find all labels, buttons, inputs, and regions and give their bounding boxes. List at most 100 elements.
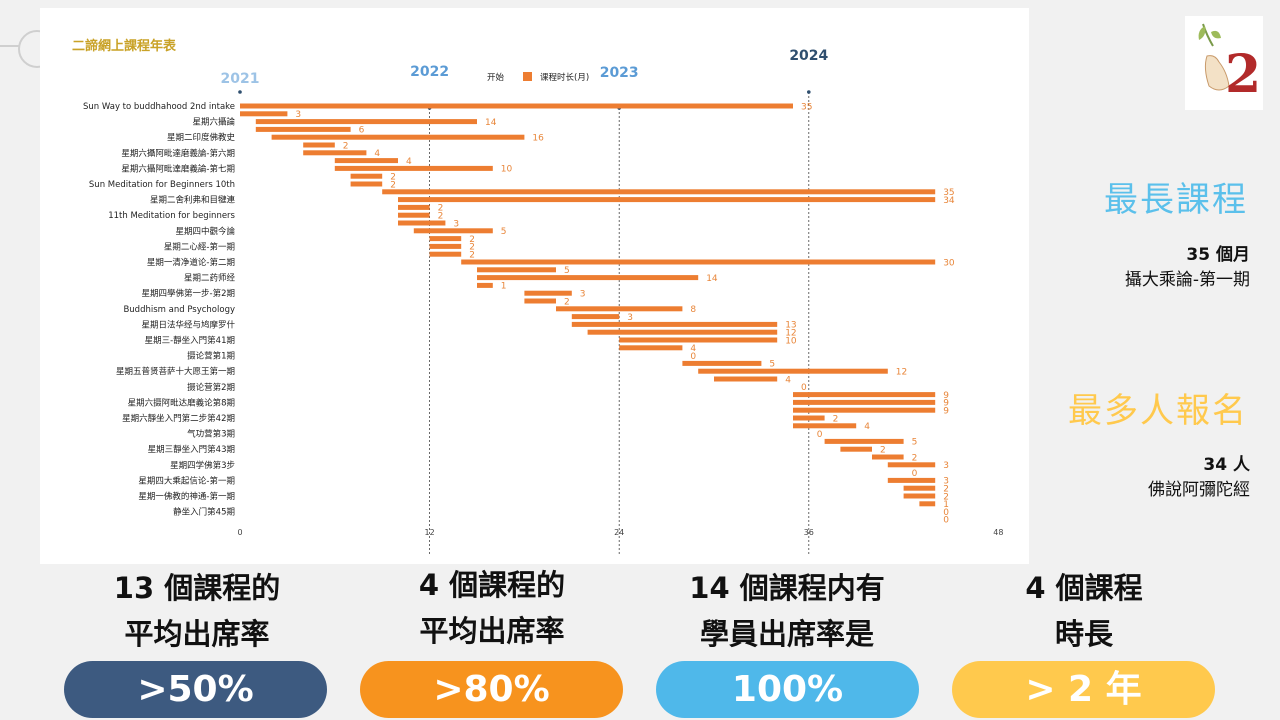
course-duration-label: 3 [580,290,586,300]
course-duration-label: 35 [801,102,812,112]
course-name-label: 气功营第3期 [187,429,235,440]
course-name-label: 星期六靜坐入門第二步第42期 [122,413,235,424]
course-name-label: 星期三靜坐入門第43期 [148,444,235,455]
stat-badge-2: >80% [360,661,623,718]
most-enrolled-value: 34 人 [1203,455,1250,475]
course-duration-label: 12 [785,329,796,339]
legend-start-label: 开始 [487,72,505,83]
course-bar [571,321,778,327]
course-duration-label: 16 [532,134,544,144]
course-duration-label: 5 [501,227,507,237]
course-bar [334,165,493,171]
course-bar [793,399,936,405]
stat-badge-4: > 2 年 [952,661,1215,718]
course-name-label: 星期四學佛第一步-第2期 [142,288,235,299]
course-bar [793,415,825,421]
course-duration-label: 2 [438,212,444,222]
course-bar [429,251,462,257]
course-name-label: 星期二印度佛教史 [167,132,236,143]
year-marker-label: 2022 [410,64,449,80]
course-bar [887,462,936,468]
most-enrolled-name: 佛說阿彌陀經 [1148,480,1250,500]
stat-2-line1: 4 個課程的 [418,568,566,602]
year-marker-label: 2023 [600,65,639,81]
course-bar [255,126,351,132]
course-duration-label: 5 [769,360,775,370]
course-bar [350,181,383,187]
course-name-label: 摄论营第1期 [187,351,235,362]
course-bar [413,228,493,234]
course-duration-label: 34 [943,196,955,206]
course-duration-label: 2 [943,492,949,502]
stat-4-line1: 4 個課程 [1025,571,1143,605]
course-name-label: 星期六攝論 [192,117,235,128]
year-marker-label: 2024 [789,48,828,64]
course-bar [477,267,556,273]
decorative-line [0,45,26,47]
course-bar [271,134,525,140]
course-duration-label: 2 [469,243,475,253]
course-duration-label: 6 [359,126,365,136]
course-name-label: 星期四学佛第3步 [170,460,235,471]
legend-duration-swatch [523,72,532,81]
course-duration-label: 3 [453,219,459,229]
x-tick-label: 36 [804,528,814,537]
course-duration-label: 5 [564,266,570,276]
course-duration-label: 2 [912,453,918,463]
course-bar [682,360,762,366]
course-bar [398,212,430,218]
course-bar [303,150,367,156]
course-duration-label: 3 [943,461,949,471]
course-bar [334,158,398,164]
x-tick-label: 24 [614,528,624,537]
course-bar [382,189,936,195]
course-bar [887,477,936,483]
course-bar [793,423,857,429]
course-name-label: 星期二舍利弗和目犍連 [150,195,236,206]
course-duration-label: 1 [943,500,949,510]
course-duration-label: 0 [943,516,949,526]
course-duration-label: 4 [864,422,870,432]
course-bar [840,446,872,452]
x-tick-label: 0 [237,528,242,537]
bodhi-leaf-hand-icon: 2 [1198,23,1261,105]
course-name-label: 11th Meditation for beginners [108,211,235,221]
course-bar [350,173,383,179]
longest-course-value: 35 個月 [1186,245,1250,265]
course-bar [903,493,936,499]
course-bar [903,485,936,491]
course-duration-label: 14 [706,274,718,284]
x-tick-label: 12 [425,528,435,537]
course-bar [255,119,477,125]
course-bar [714,376,778,382]
year-marker-dot [238,90,242,94]
course-duration-label: 35 [943,188,954,198]
year-marker-label: 2021 [221,71,260,87]
stat-3-line1: 14 個課程内有 [689,571,885,605]
stat-text-2: 4 個課程的 平均出席率 [357,562,627,654]
stat-2-line2: 平均出席率 [419,614,565,648]
stat-badge-3: 100% [656,661,919,718]
course-name-label: 星期四中觀今論 [175,226,235,237]
course-bar [587,329,778,335]
course-duration-label: 0 [817,430,823,440]
year-marker-dot [807,90,811,94]
course-bar [698,368,888,374]
course-name-label: 星期三-靜坐入門第41期 [145,335,235,346]
course-bar [919,501,936,507]
course-duration-label: 0 [912,469,918,479]
course-duration-label: 2 [390,173,396,183]
most-enrolled-heading: 最多人報名 [1068,391,1248,431]
course-bar [398,197,936,203]
course-duration-label: 2 [943,485,949,495]
longest-course-heading: 最長課程 [1104,180,1248,220]
course-duration-label: 14 [485,118,497,128]
course-duration-label: 3 [627,313,633,323]
course-duration-label: 9 [943,407,949,417]
course-duration-label: 4 [374,149,380,159]
course-bar [429,243,462,249]
course-duration-label: 0 [943,508,949,518]
stat-text-4: 4 個課程 時長 [949,565,1219,657]
course-bar [303,142,335,148]
